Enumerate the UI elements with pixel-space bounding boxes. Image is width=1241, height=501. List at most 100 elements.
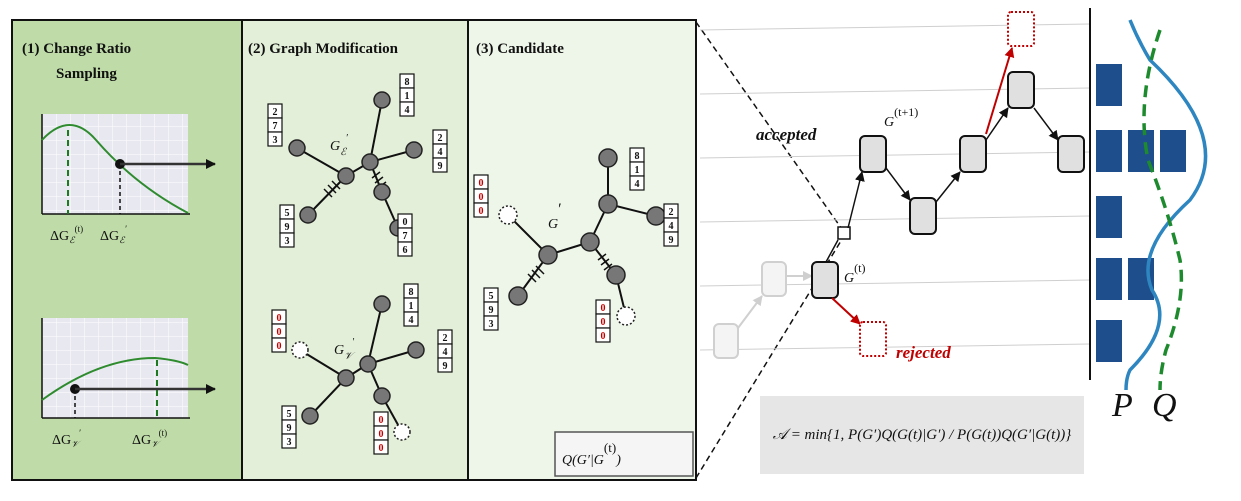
feature-cell <box>281 433 297 449</box>
feature-value: 5 <box>287 409 292 420</box>
plot-grid <box>42 318 188 418</box>
candidate-graph-nodes <box>498 148 666 326</box>
top-density-plot: ΔGℰ(t) ΔGℰ′ <box>41 114 216 245</box>
feature-value: 0 <box>479 178 484 189</box>
feature-value: 0 <box>601 303 606 314</box>
zoom-line-top <box>695 21 845 233</box>
p-label: P <box>1111 387 1133 424</box>
chain-state <box>1007 71 1035 109</box>
feature-vector: 5 9 3 <box>483 287 499 331</box>
panel-3-title: (3) Candidate <box>476 41 564 57</box>
graph-node <box>373 295 391 313</box>
feature-vector: 8 1 4 <box>629 147 645 191</box>
histogram-bar <box>1160 130 1186 172</box>
chain-state <box>1057 135 1085 173</box>
graph-node <box>646 206 666 226</box>
bottom-density-plot: ΔG𝒱′ ΔG𝒱(t) <box>41 318 216 449</box>
feature-value: 8 <box>405 77 410 88</box>
feature-value: 3 <box>489 319 494 330</box>
histogram-bar <box>1096 258 1122 300</box>
feature-cell <box>437 357 453 373</box>
feature-cell <box>432 157 448 173</box>
edge-graph-label: Gℰ′ <box>330 133 348 158</box>
rejected-arrow-top <box>985 47 1015 135</box>
panel-2-background <box>241 19 469 481</box>
feature-value: 9 <box>669 235 674 246</box>
feature-cell <box>271 337 287 353</box>
graph-node <box>299 206 317 224</box>
feature-value: 8 <box>635 151 640 162</box>
histogram-bar <box>1096 130 1122 172</box>
q-label: Q <box>1152 387 1177 424</box>
q-distribution-curve <box>1142 29 1184 391</box>
graph-node <box>405 141 423 159</box>
feature-vector: 2 7 3 <box>267 103 283 147</box>
graph-node <box>373 183 391 201</box>
feature-value: 3 <box>285 236 290 247</box>
formula-box <box>760 396 1084 474</box>
feature-value: 0 <box>601 317 606 328</box>
graph-node <box>288 139 306 157</box>
distributions: P Q <box>1089 8 1208 424</box>
rejected-arrow <box>831 297 861 325</box>
chain-state <box>859 135 887 173</box>
feature-vector: 8 1 4 <box>403 283 419 327</box>
feature-value: 9 <box>438 161 443 172</box>
x-label-current: ΔGℰ(t) <box>50 224 83 245</box>
graph-node <box>598 148 618 168</box>
chain-state <box>959 135 987 173</box>
graph-node <box>361 153 379 171</box>
edge-modified-graph-nodes <box>288 91 423 237</box>
panel-graph-modification: (2) Graph Modification Gℰ′ <box>241 19 469 481</box>
feature-value: 0 <box>277 313 282 324</box>
feature-value: 5 <box>285 208 290 219</box>
rejected-label: rejected <box>896 343 951 362</box>
graph-node <box>508 286 528 306</box>
feature-cell <box>403 311 419 327</box>
feature-value: 4 <box>405 105 410 116</box>
feature-value: 1 <box>405 91 410 102</box>
rejected-state-top <box>1007 11 1035 47</box>
feature-value: 6 <box>403 245 408 256</box>
feature-value: 0 <box>379 429 384 440</box>
feature-cell <box>473 202 489 218</box>
feature-value: 4 <box>438 147 443 158</box>
panel-1-title-line2: Sampling <box>56 66 117 82</box>
feature-value: 9 <box>489 305 494 316</box>
feature-value: 3 <box>287 437 292 448</box>
feature-cell <box>373 439 389 455</box>
feature-cell <box>397 241 413 257</box>
rejected-state <box>859 321 887 357</box>
feature-value: 0 <box>403 217 408 228</box>
feature-value: 5 <box>489 291 494 302</box>
p-distribution-curve <box>1124 19 1208 391</box>
feature-value: 0 <box>601 331 606 342</box>
feature-cell <box>279 232 295 248</box>
feature-value: 0 <box>379 415 384 426</box>
decision-point <box>837 226 851 240</box>
feature-vector: 2 4 9 <box>437 329 453 373</box>
feature-value: 1 <box>635 165 640 176</box>
histogram-bars <box>1096 64 1186 362</box>
feature-value: 2 <box>273 107 278 118</box>
feature-value: 4 <box>669 221 674 232</box>
removed-node <box>616 306 636 326</box>
graph-node <box>373 387 391 405</box>
feature-value: 0 <box>479 206 484 217</box>
graph-node <box>337 369 355 387</box>
graph-node <box>606 265 626 285</box>
chain-state <box>909 197 937 235</box>
histogram-bar <box>1096 196 1122 238</box>
graph-node <box>359 355 377 373</box>
zoom-line-bottom <box>695 235 845 479</box>
feature-value: 2 <box>669 207 674 218</box>
feature-vector: 2 4 9 <box>663 203 679 247</box>
feature-value: 4 <box>409 315 414 326</box>
feature-value: 7 <box>273 121 278 132</box>
graph-node <box>538 245 558 265</box>
feature-value: 0 <box>277 327 282 338</box>
current-state-label: G(t) <box>844 261 865 286</box>
feature-cell <box>595 327 611 343</box>
feature-vector: 0 0 0 <box>473 174 489 218</box>
